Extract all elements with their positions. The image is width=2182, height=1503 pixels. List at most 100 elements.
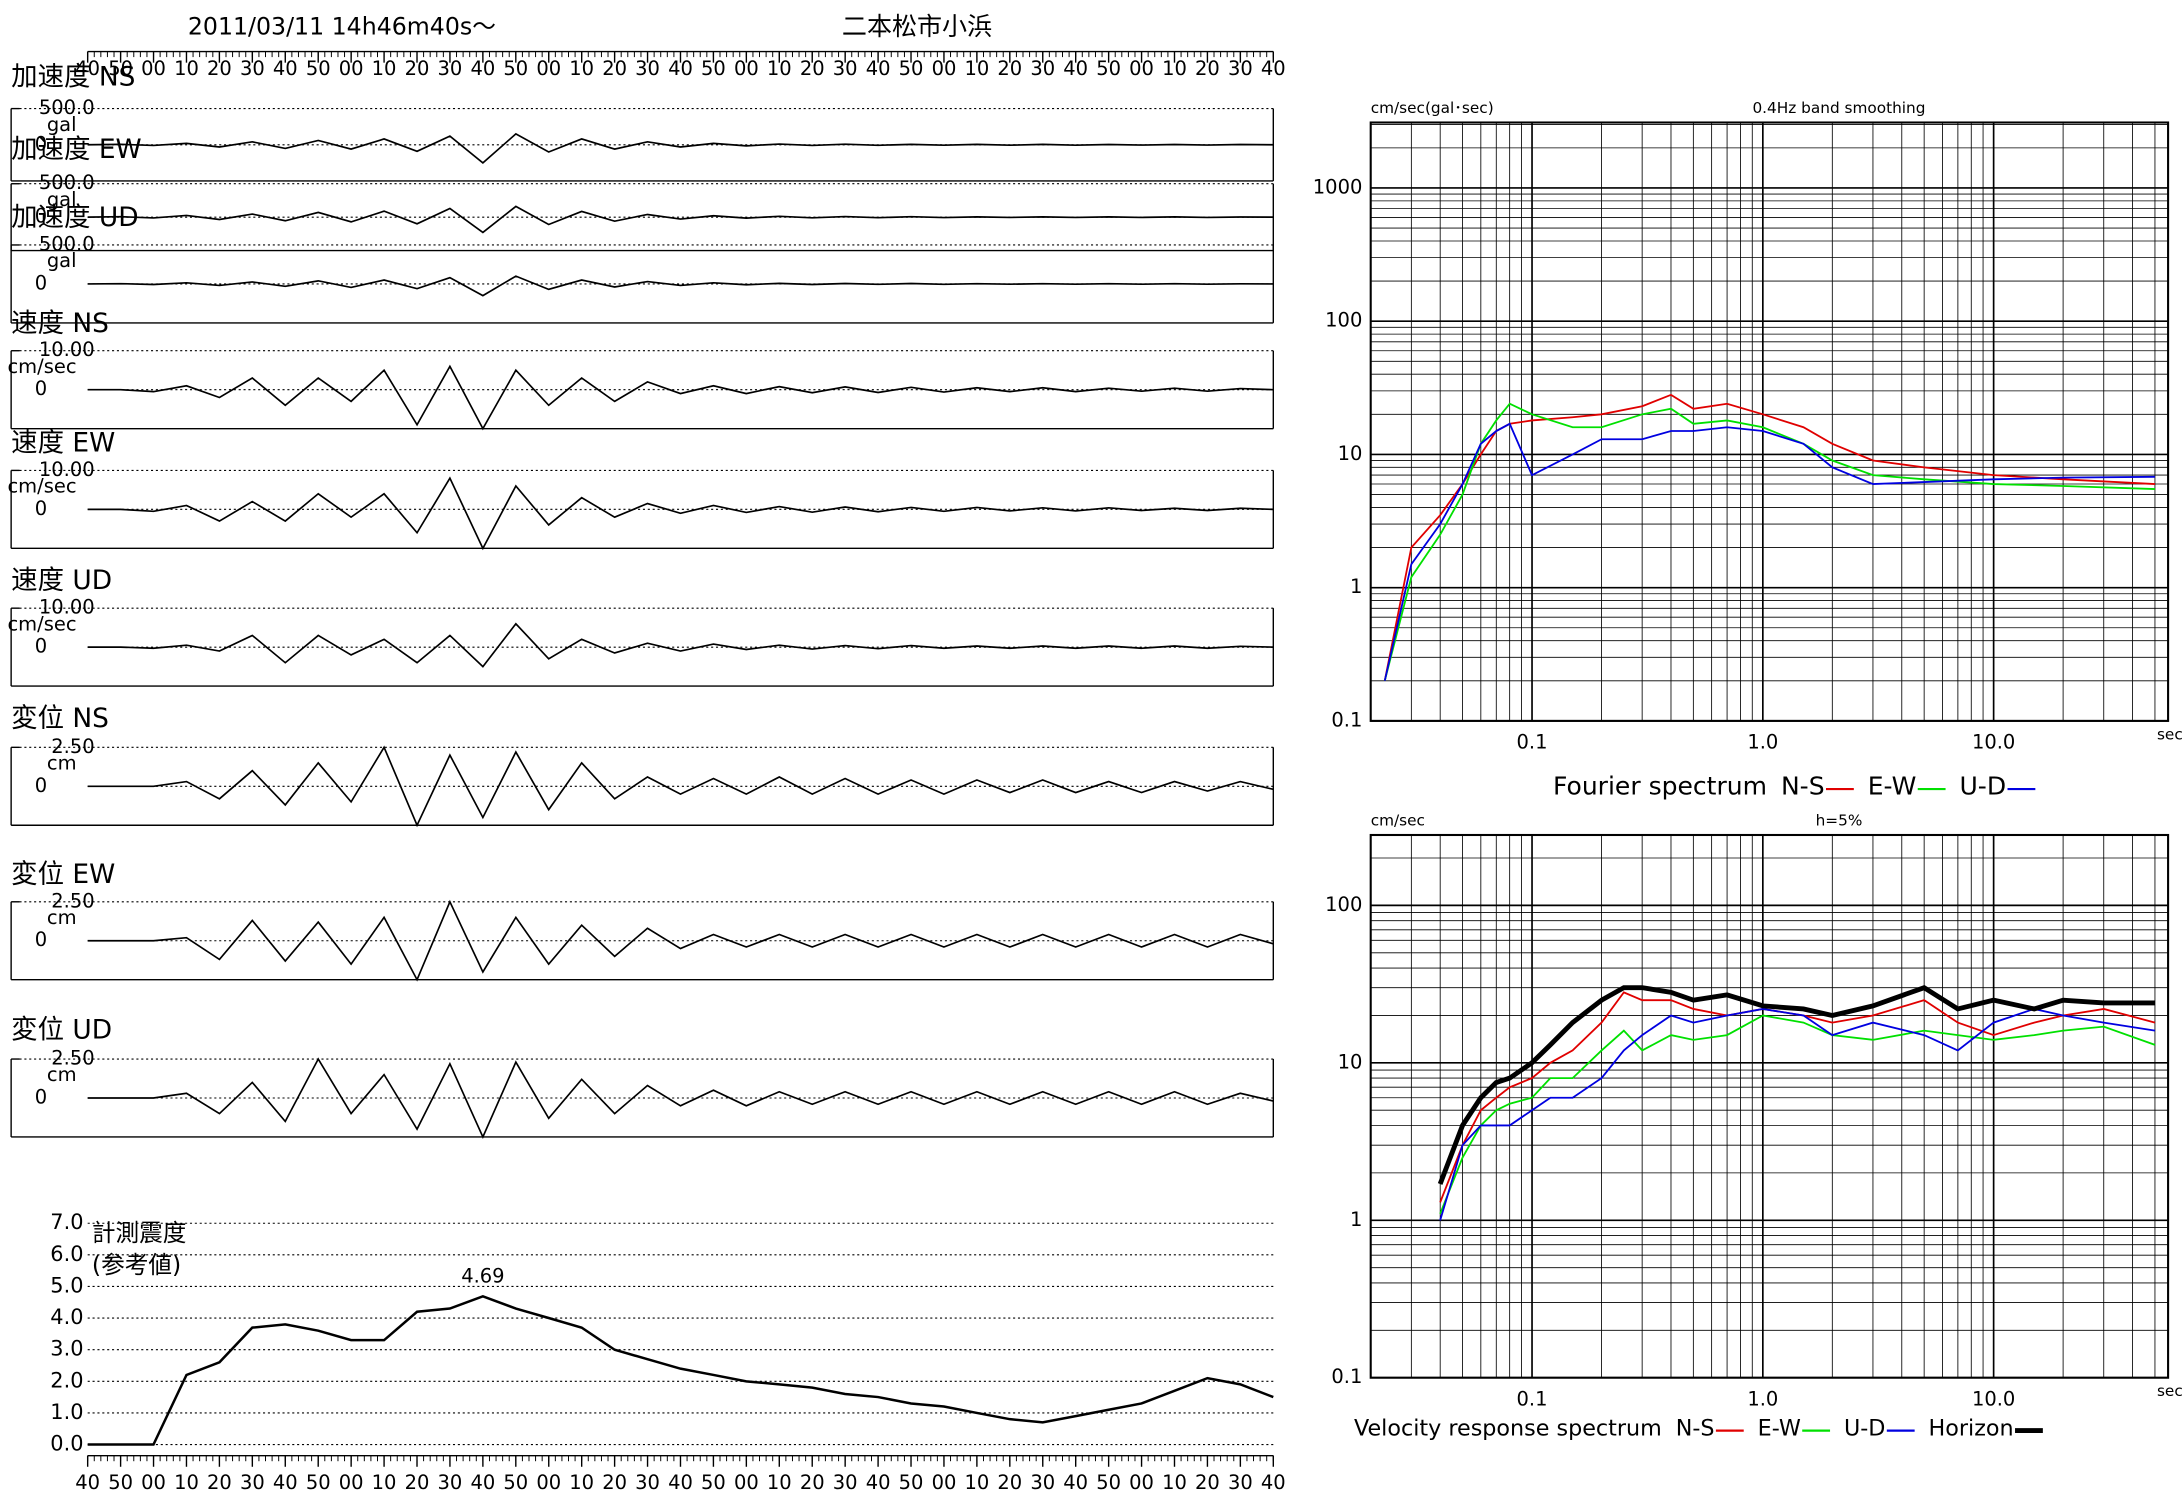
x-tick-label: 30 [438,57,463,80]
spectrum-line [1437,984,2156,1185]
x-tick-label: 00 [536,57,561,80]
waveform [87,364,1274,431]
y-tick-label: 100 [1325,309,1362,332]
intensity-line [87,1294,1274,1446]
x-tick-label: 40 [866,57,891,80]
plot-frame [1369,833,2170,1379]
x-tick-label: 50 [1096,1471,1121,1494]
x-tick-label: 20 [405,57,430,80]
x-tick-label: 20 [405,1471,430,1494]
y-tick-label: 0 [35,271,47,294]
chart-title: 計測震度 [92,1219,187,1247]
waveform [87,622,1274,668]
trace-label: 速度 EW [11,427,115,458]
x-tick-label: 10 [372,57,397,80]
x-tick-label: 40 [1063,1471,1088,1494]
waveform [87,476,1274,551]
x-tick-label: 20 [602,57,627,80]
x-tick-label: 10 [964,1471,989,1494]
y-tick-label: 500.0 [39,171,95,194]
y-tick-label: 3.0 [50,1337,83,1361]
y-tick-label: 6.0 [50,1242,83,1266]
y-tick-label: 0.1 [1331,1365,1362,1388]
y-tick-label: 5.0 [50,1273,83,1297]
x-tick-label: 40 [75,1471,100,1494]
trace-label: 変位 EW [11,859,115,890]
y-tick-label: 10 [1338,1050,1363,1073]
legend-label: U-D [1959,772,2006,801]
waveform [87,132,1274,164]
y-tick-label: 0 [35,497,47,520]
x-tick-label: 20 [207,57,232,80]
spectrum-line [1439,1014,2156,1215]
unit-label: cm [47,906,77,929]
unit-label: cm [47,1063,77,1086]
waveform [87,1057,1274,1140]
x-tick-label: 40 [668,57,693,80]
x-tick-label: 1.0 [1747,731,1778,754]
x-tick-label: 40 [75,57,100,80]
y-tick-label: 0 [35,774,47,797]
x-tick-label: 30 [1030,57,1055,80]
y-tick-label: 0 [35,132,47,155]
waveform [87,899,1274,982]
x-tick-label: 00 [536,1471,561,1494]
x-tick-label: 50 [306,57,331,80]
x-tick-label: 30 [240,57,265,80]
unit-label: gal [47,249,77,272]
x-tick-label: 10 [569,1471,594,1494]
y-tick-label: 1 [1350,1208,1362,1231]
trace-label: 速度 UD [11,565,112,596]
y-tick-label: 10.00 [39,596,95,619]
y-axis-label: cm/sec(gal･sec) [1371,99,1494,117]
y-tick-label: 500.0 [39,232,95,255]
x-tick-label: 40 [1063,57,1088,80]
x-tick-label: 50 [306,1471,331,1494]
unit-label: gal [47,188,77,211]
x-tick-label: 10.0 [1972,731,2015,754]
y-tick-label: 2.0 [50,1368,83,1392]
x-tick-label: 00 [339,1471,364,1494]
y-tick-label: 1 [1350,575,1362,598]
legend-label: Horizon [1929,1416,2014,1442]
unit-label: cm/sec [7,475,76,498]
unit-label: cm/sec [7,612,76,635]
x-tick-label: 20 [207,1471,232,1494]
x-tick-label: 30 [240,1471,265,1494]
x-tick-label: 30 [438,1471,463,1494]
y-tick-label: 2.50 [51,735,94,758]
x-tick-label: 40 [470,1471,495,1494]
y-tick-label: 0 [35,205,47,228]
y-tick-label: 2.50 [51,1047,94,1070]
unit-label: cm [47,752,77,775]
y-tick-label: 4.0 [50,1305,83,1329]
x-tick-label: 50 [899,57,924,80]
x-tick-label: 00 [339,57,364,80]
x-tick-label: 20 [997,57,1022,80]
x-tick-label: 40 [273,1471,298,1494]
x-tick-label: 00 [932,1471,957,1494]
y-tick-label: 10.00 [39,458,95,481]
trace-label: 加速度 UD [11,202,138,233]
trace-label: 変位 NS [11,703,109,734]
x-tick-label: 30 [833,57,858,80]
x-tick-label: 10.0 [1972,1387,2015,1410]
legend-label: U-D [1844,1416,1885,1442]
legend-label: E-W [1868,772,1917,801]
legend-title: Velocity response spectrum [1354,1416,1662,1442]
x-tick-label: 40 [273,57,298,80]
y-tick-label: 10 [1338,442,1363,465]
trace-label: 加速度 EW [11,134,142,165]
x-tick-label: 40 [1261,1471,1286,1494]
x-tick-label: 40 [470,57,495,80]
datetime: 2011/03/11 14h46m40s〜 [188,12,496,40]
x-tick-label: 50 [503,1471,528,1494]
x-axis-label: sec [2157,1382,2182,1400]
y-tick-label: 7.0 [50,1210,83,1234]
x-tick-label: 20 [602,1471,627,1494]
legend-title: Fourier spectrum [1553,772,1767,801]
trace-label: 速度 NS [11,308,109,339]
x-axis-label: sec [2157,725,2182,743]
